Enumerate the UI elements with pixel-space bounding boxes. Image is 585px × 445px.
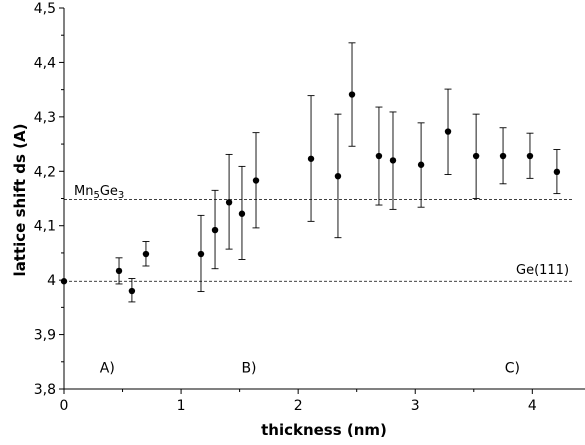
axes: 3,8 3,9 4 4,1 4,2 4,3 4,4 4,5 0 1 2 3 4 [34,1,585,414]
data-point-10 [334,172,342,180]
y-tick-label: 4,2 [34,164,56,180]
x-axis-title: thickness (nm) [261,421,387,439]
data-point-1 [115,267,123,275]
error-bars [115,42,561,303]
x-tick-label: 3 [411,398,420,414]
data-point-4 [197,250,205,258]
data-point-0 [60,278,68,285]
y-tick-label: 4,4 [34,55,56,71]
region-label-1: B) [241,361,256,377]
ref-label-mn5ge3-mid: Ge [100,184,118,199]
y-tick-label: 4,5 [34,1,56,17]
y-tick-label: 3,9 [34,328,56,344]
region-label-0: A) [100,361,115,377]
y-tick-label: 4 [47,273,56,289]
data-points [60,91,561,295]
y-tick-label: 3,8 [34,382,56,398]
data-point-6 [225,199,233,206]
region-labels: A) B) C) [100,361,520,377]
y-tick-label: 4,1 [34,219,56,235]
data-point-9 [307,155,315,162]
data-point-17 [499,152,507,160]
ref-label-mn5ge3: Mn5Ge3 [74,184,124,201]
y-tick-label: 4,3 [34,110,56,126]
x-tick-label: 0 [60,398,69,414]
data-point-19 [553,168,561,176]
data-point-3 [142,250,150,258]
data-point-13 [389,157,397,164]
data-point-7 [238,210,246,217]
data-point-18 [526,152,534,160]
data-point-14 [417,161,425,168]
reference-labels: Mn5Ge3 Ge(111) [74,184,569,278]
x-tick-label: 1 [177,398,186,414]
data-point-8 [252,177,260,184]
ref-label-ge111: Ge(111) [516,263,569,278]
data-point-5 [211,226,219,234]
data-point-2 [128,287,136,295]
data-point-11 [348,91,356,98]
ref-label-mn5ge3-main: Mn [74,184,93,199]
ref-label-mn5ge3-sub1: 5 [93,190,99,201]
reference-lines [64,199,573,282]
x-tick-label: 4 [528,398,537,414]
y-axis-title: lattice shift ds (A) [11,124,29,277]
data-point-12 [375,152,383,160]
region-label-2: C) [505,361,520,377]
x-tick-label: 2 [294,398,303,414]
ref-label-mn5ge3-sub2: 3 [118,190,124,201]
data-point-15 [444,128,452,135]
data-point-16 [472,152,480,160]
